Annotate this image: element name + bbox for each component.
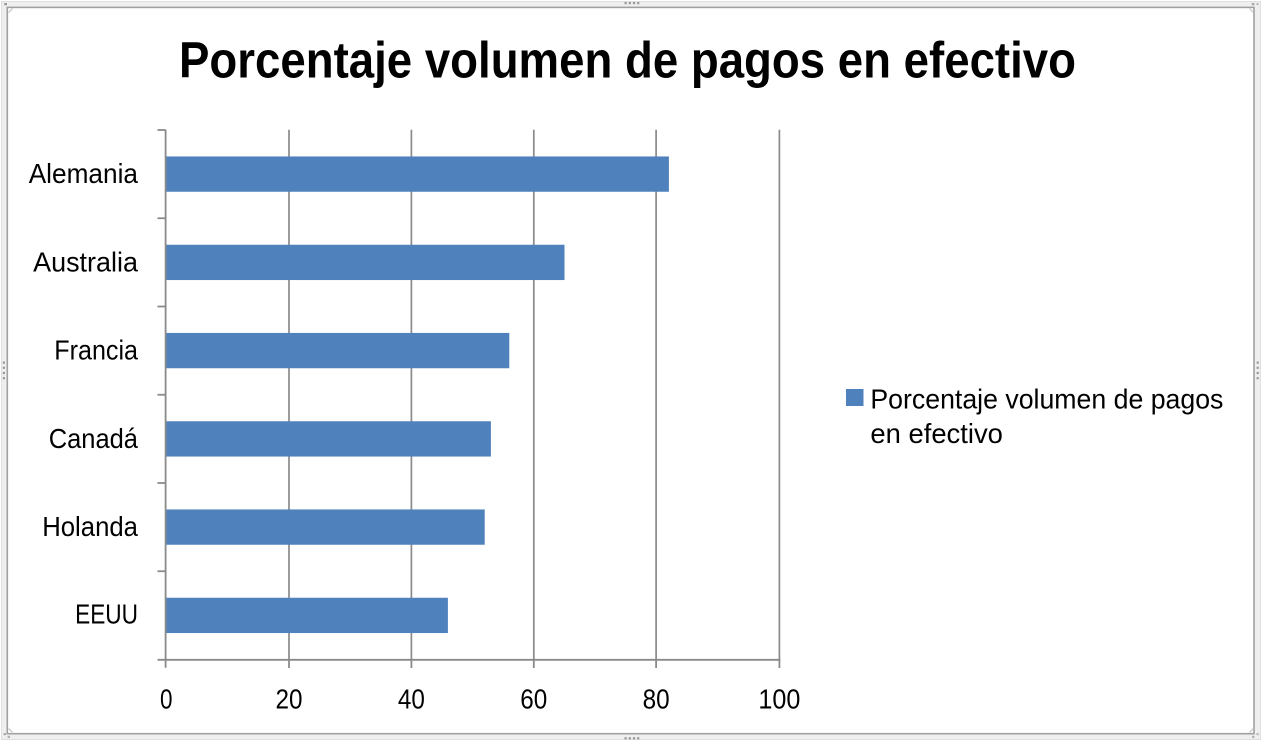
svg-text:40: 40	[398, 684, 425, 715]
svg-text:Alemania: Alemania	[29, 158, 139, 189]
svg-text:en efectivo: en efectivo	[870, 418, 1003, 449]
svg-text:Porcentaje volumen de pagos en: Porcentaje volumen de pagos en efectivo	[179, 32, 1076, 89]
svg-text:Holanda: Holanda	[42, 511, 138, 542]
svg-text:20: 20	[276, 684, 303, 715]
svg-text:100: 100	[758, 684, 800, 715]
svg-text:0: 0	[160, 684, 173, 715]
svg-text:Francia: Francia	[54, 335, 138, 366]
svg-text:Porcentaje volumen de pagos: Porcentaje volumen de pagos	[870, 384, 1223, 415]
svg-text:80: 80	[643, 684, 670, 715]
svg-text:Canadá: Canadá	[49, 423, 139, 454]
svg-text:60: 60	[520, 684, 547, 715]
svg-text:EEUU: EEUU	[75, 598, 138, 629]
svg-text:Australia: Australia	[33, 246, 139, 277]
